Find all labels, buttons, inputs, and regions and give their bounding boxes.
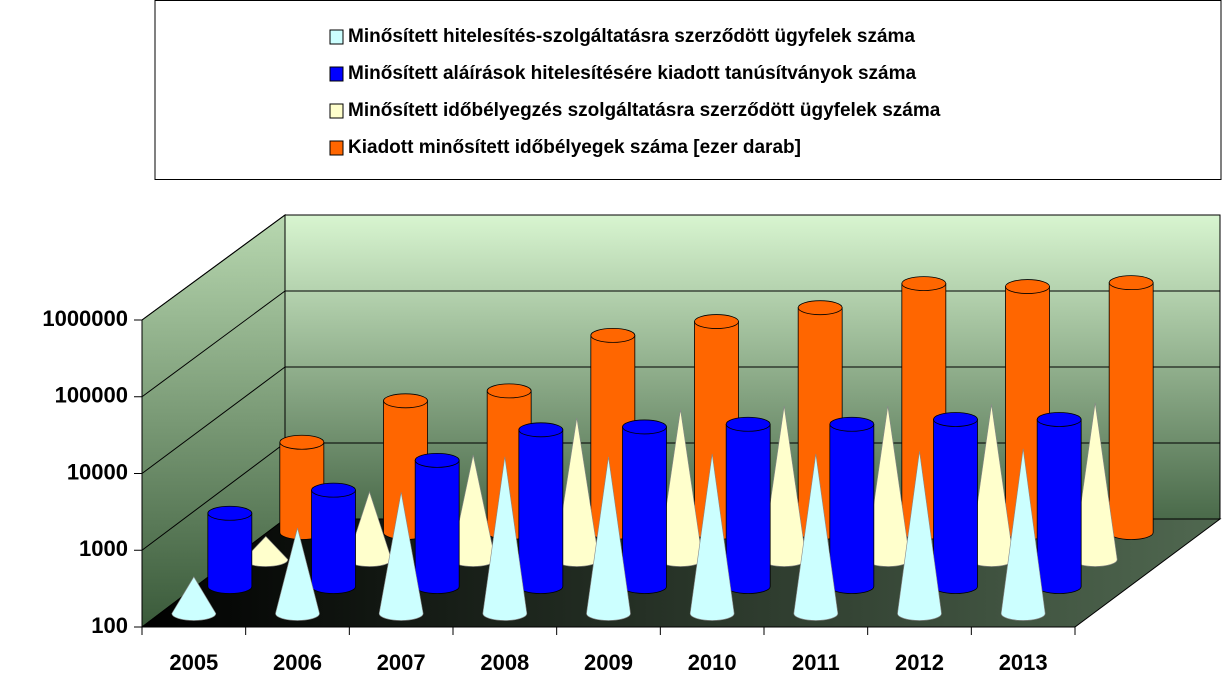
cylinder-top <box>901 276 947 291</box>
cylinder <box>725 416 771 594</box>
x-tick-label: 2009 <box>584 650 633 675</box>
grid-line <box>141 442 286 551</box>
cylinder-top <box>1005 279 1050 294</box>
cylinder-top <box>486 383 532 399</box>
cylinder-top <box>518 422 564 438</box>
cylinder-top <box>694 314 739 329</box>
cylinder <box>622 419 667 594</box>
cylinder-body <box>1108 282 1154 540</box>
cylinder-top <box>797 300 843 316</box>
legend-swatch <box>329 29 344 45</box>
legend-swatch <box>329 103 344 119</box>
cone-body <box>275 527 320 621</box>
cylinder <box>311 482 356 594</box>
cylinder-top <box>279 434 325 450</box>
cone-body <box>378 492 424 621</box>
cone-body <box>171 576 217 621</box>
cylinder-body <box>518 429 564 594</box>
legend-label: Kiadott minősített időbélyegek száma [ez… <box>348 137 801 158</box>
cylinder <box>1108 275 1154 540</box>
grid-line <box>141 290 286 398</box>
grid-line <box>141 214 286 321</box>
y-tick-label: 100000 <box>55 383 128 408</box>
x-tick-label: 2007 <box>377 650 426 675</box>
x-tick-label: 2008 <box>480 650 529 675</box>
cone <box>275 527 320 621</box>
cone <box>482 456 528 621</box>
grid-line <box>141 366 286 474</box>
cone-body <box>689 453 735 621</box>
cone <box>793 453 839 621</box>
cylinder-top <box>1036 412 1082 427</box>
cone-body <box>897 451 942 621</box>
legend-label: Minősített aláírások hitelesítésére kiad… <box>348 63 917 84</box>
cone <box>1000 448 1046 621</box>
cone <box>689 453 735 621</box>
cylinder <box>207 505 253 594</box>
cylinder-top <box>414 452 460 468</box>
cylinder-body <box>622 426 667 594</box>
legend-label: Minősített hitelesítés-szolgáltatásra sz… <box>348 26 915 47</box>
cylinder-body <box>725 423 771 594</box>
cylinder-body <box>414 459 460 594</box>
x-tick-label: 2010 <box>688 650 737 675</box>
y-tick-label: 1000000 <box>42 306 128 331</box>
y-tick-label: 1000 <box>79 536 128 561</box>
cone-body <box>1000 448 1046 621</box>
cylinder <box>1036 412 1082 594</box>
x-tick-label: 2012 <box>895 650 944 675</box>
y-tick-label: 10000 <box>67 459 128 484</box>
cylinder-body <box>1036 419 1082 594</box>
cylinder-body <box>933 419 978 594</box>
cone-body <box>586 456 631 621</box>
cylinder <box>414 452 460 594</box>
cylinder-top <box>622 419 667 435</box>
cylinder-top <box>590 327 636 343</box>
legend-label: Minősített időbélyegzés szolgáltatásra s… <box>348 100 941 121</box>
cylinder-top <box>829 416 875 432</box>
legend-swatch <box>329 66 344 82</box>
cone-body <box>482 456 528 621</box>
cylinder-body <box>207 512 253 594</box>
cone <box>171 576 217 621</box>
cylinder <box>829 416 875 594</box>
x-tick-label: 2011 <box>792 650 840 675</box>
cone <box>378 492 424 621</box>
cone-body <box>793 453 839 621</box>
cylinder <box>518 422 564 594</box>
cylinder-top <box>1108 275 1154 291</box>
cylinder-top <box>383 393 428 409</box>
cone <box>586 456 631 621</box>
cylinder-top <box>933 412 978 427</box>
y-tick-label: 100 <box>91 613 128 638</box>
cylinder <box>933 412 978 594</box>
x-tick-label: 2006 <box>273 650 322 675</box>
cone <box>897 451 942 621</box>
legend-swatch <box>329 140 344 156</box>
x-tick-label: 2005 <box>169 650 218 675</box>
x-tick-label: 2013 <box>999 650 1048 675</box>
cylinder-top <box>207 505 253 521</box>
cylinder-top <box>311 482 356 498</box>
cylinder-body <box>829 423 875 594</box>
cylinder-top <box>725 416 771 432</box>
cylinder-body <box>311 489 356 594</box>
